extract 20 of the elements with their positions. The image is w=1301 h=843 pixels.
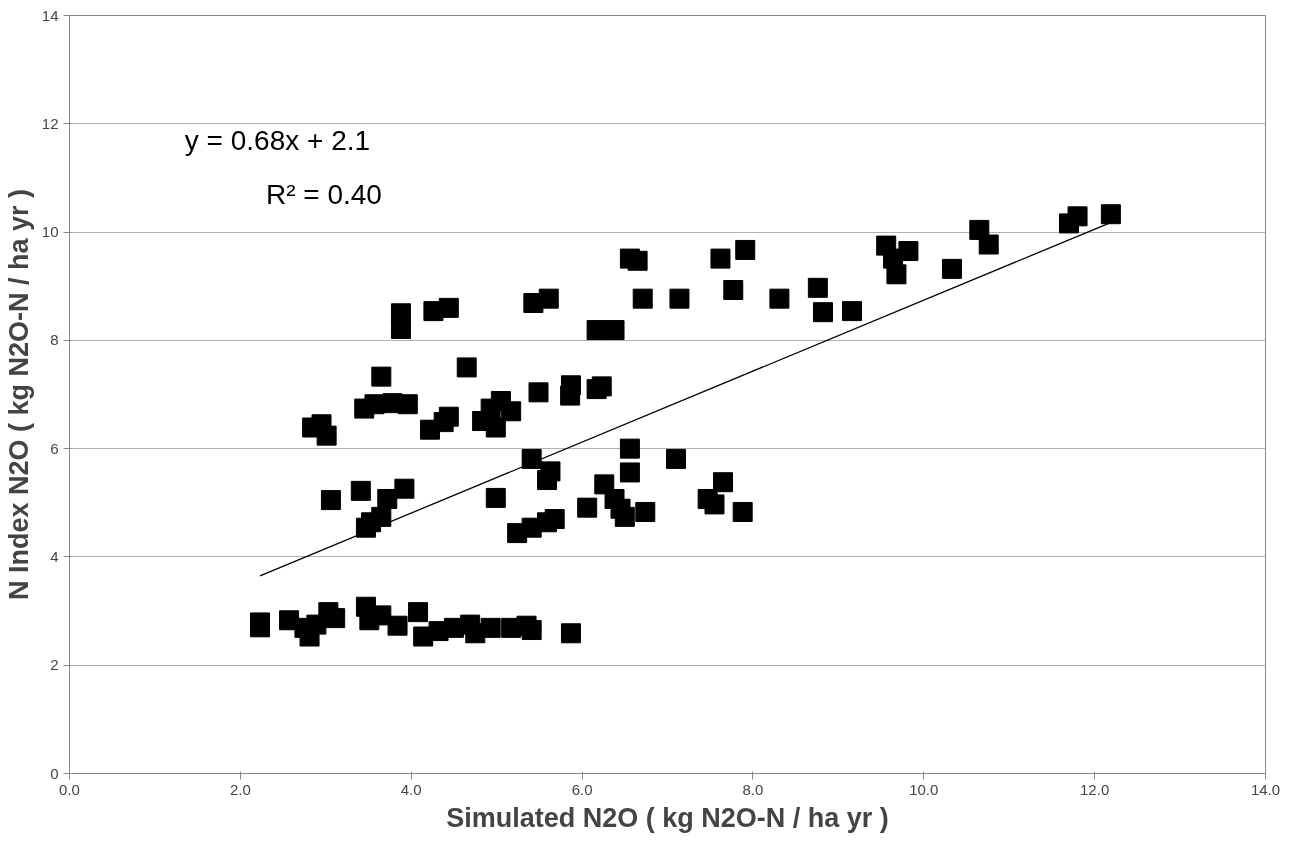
y-tick-label: 12 — [41, 114, 59, 132]
annotation: y = 0.68x + 2.1 — [184, 124, 371, 156]
x-tick-label: 2.0 — [229, 780, 251, 798]
y-tick-label: 8 — [50, 331, 59, 349]
x-tick-label: 12.0 — [1080, 780, 1110, 798]
x-tick-label: 10.0 — [909, 780, 939, 798]
x-axis-title: Simulated N2O ( kg N2O-N / ha yr ) — [446, 802, 889, 833]
x-tick-label: 6.0 — [571, 780, 593, 798]
x-tick-label: 0.0 — [59, 780, 80, 798]
y-tick-label: 6 — [50, 439, 59, 457]
annotation: R² = 0.40 — [265, 178, 382, 210]
y-tick-label: 14 — [41, 6, 59, 24]
y-tick-label: 2 — [50, 656, 59, 674]
x-tick-label: 8.0 — [742, 780, 764, 798]
y-tick-label: 4 — [50, 547, 59, 565]
y-tick-label: 10 — [41, 223, 59, 241]
x-tick-label: 14.0 — [1250, 780, 1281, 798]
y-axis-title: N Index N2O ( kg N2O-N / ha yr ) — [3, 188, 34, 601]
y-tick-label: 0 — [50, 764, 59, 782]
x-tick-label: 4.0 — [400, 780, 422, 798]
